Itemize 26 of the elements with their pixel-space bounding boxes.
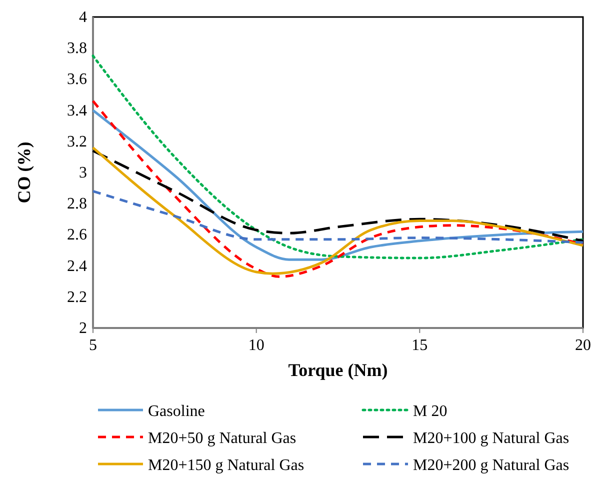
- x-axis-title: Torque (Nm): [288, 360, 388, 380]
- line-series: [92, 190, 584, 244]
- legend-label: M20+100 g Natural Gas: [413, 430, 570, 447]
- legend-label: M 20: [413, 403, 448, 420]
- legend-label: M20+50 g Natural Gas: [148, 430, 296, 447]
- y-tick-label: 2.6: [67, 226, 87, 244]
- y-tick-label: 3.4: [67, 102, 87, 120]
- y-tick-label: 3.6: [67, 71, 87, 88]
- line-series: [92, 146, 584, 275]
- y-tick-label: 2.8: [67, 196, 87, 213]
- y-tick-label: 2.2: [67, 288, 87, 306]
- y-tick-label: 3.8: [67, 40, 87, 58]
- x-tick-label: 10: [248, 337, 264, 354]
- x-tick-label: 5: [89, 337, 97, 354]
- x-tick-label: 20: [575, 337, 591, 354]
- legend-label: M20+150 g Natural Gas: [148, 457, 304, 474]
- y-tick-label: 3: [79, 164, 87, 182]
- y-tick-label: 2: [79, 320, 87, 337]
- legend-label: Gasoline: [148, 403, 205, 420]
- legend-label: M20+200 g Natural Gas: [413, 457, 570, 474]
- x-tick-label: 15: [412, 337, 428, 354]
- y-tick-label: 4: [79, 9, 87, 26]
- y-axis-title: CO (%): [14, 142, 34, 204]
- y-tick-label: 3.2: [67, 133, 87, 150]
- y-tick-label: 2.4: [67, 258, 87, 275]
- line-series: [92, 54, 584, 260]
